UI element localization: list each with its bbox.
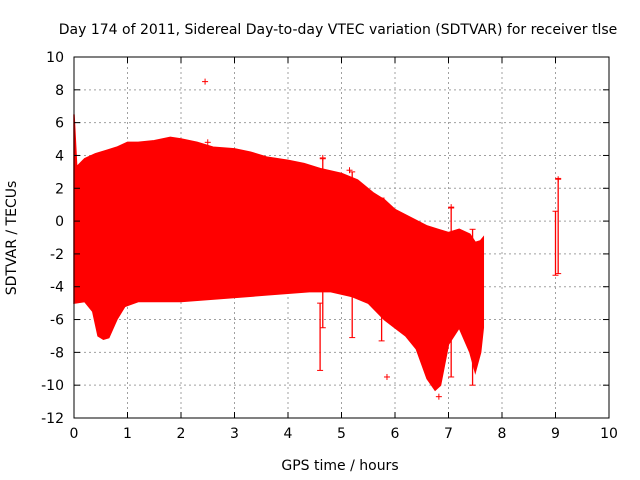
y-tick-label: -8: [50, 345, 64, 361]
chart-title: Day 174 of 2011, Sidereal Day-to-day VTE…: [59, 22, 618, 38]
x-tick-label: 4: [284, 426, 293, 442]
x-tick-label: 5: [337, 426, 346, 442]
x-tick-label: 6: [391, 426, 400, 442]
y-tick-label: 0: [55, 214, 64, 230]
x-tick-label: 10: [600, 426, 618, 442]
y-tick-label: 6: [55, 116, 64, 132]
x-tick-label: 3: [230, 426, 239, 442]
y-tick-label: -2: [50, 247, 64, 263]
y-tick-label: -4: [50, 280, 64, 296]
x-tick-label: 2: [177, 426, 186, 442]
y-tick-label: -12: [41, 411, 64, 427]
y-tick-label: 10: [46, 50, 64, 66]
y-axis-title: SDTVAR / TECUs: [4, 181, 20, 296]
y-tick-label: -6: [50, 313, 64, 329]
x-tick-label: 1: [123, 426, 132, 442]
x-tick-label: 0: [70, 426, 79, 442]
x-axis-title: GPS time / hours: [281, 458, 398, 474]
x-tick-label: 7: [444, 426, 453, 442]
x-tick-label: 8: [498, 426, 507, 442]
data-envelope: [73, 114, 485, 392]
y-tick-label: 4: [55, 148, 64, 164]
y-tick-label: -10: [41, 378, 64, 394]
ticks: 0 1 2 3 4 5 6 7 8 9 10 10 8 6 4 2 0 -2 -4 -6 -8 -10 -12: [41, 50, 618, 442]
x-tick-label: 9: [551, 426, 560, 442]
y-tick-label: 2: [55, 181, 64, 197]
data-series: [73, 78, 562, 400]
grid: [74, 57, 609, 418]
y-tick-label: 8: [55, 83, 64, 99]
